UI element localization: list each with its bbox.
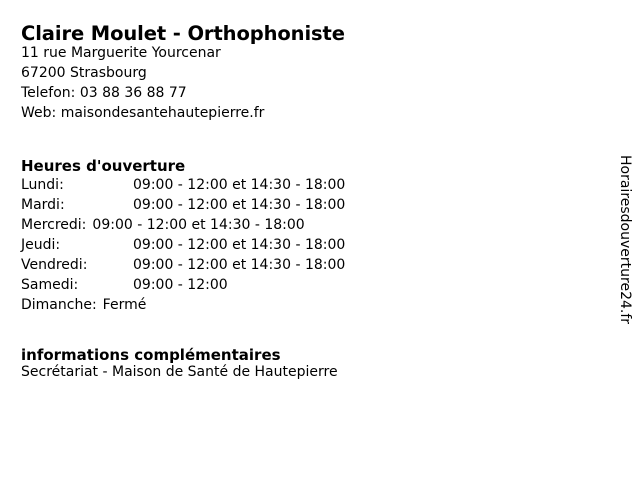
- opening-hours-table: Lundi: 09:00 - 12:00 et 14:30 - 18:00 Mar…: [21, 175, 345, 315]
- day-label: Mardi:: [21, 197, 65, 213]
- page-title: Claire Moulet - Orthophoniste: [21, 22, 345, 46]
- address-line-1: 11 rue Marguerite Yourcenar: [21, 45, 221, 61]
- opening-hours-heading: Heures d'ouverture: [21, 157, 186, 176]
- website-line: Web: maisondesantehautepierre.fr: [21, 105, 265, 121]
- table-row: Mercredi: 09:00 - 12:00 et 14:30 - 18:00: [21, 215, 345, 235]
- table-row: Mardi: 09:00 - 12:00 et 14:30 - 18:00: [21, 195, 345, 215]
- table-row: Samedi: 09:00 - 12:00: [21, 275, 345, 295]
- day-label: Vendredi:: [21, 257, 88, 273]
- day-hours-value: Fermé: [102, 297, 147, 313]
- day-hours-value: 09:00 - 12:00 et 14:30 - 18:00: [133, 257, 346, 273]
- day-label: Lundi:: [21, 177, 64, 193]
- table-row: Dimanche: Fermé: [21, 295, 345, 315]
- additional-info-heading: informations complémentaires: [21, 346, 281, 365]
- address-line-2: 67200 Strasbourg: [21, 65, 147, 81]
- day-label: Dimanche:: [21, 297, 97, 313]
- day-label: Samedi:: [21, 277, 79, 293]
- day-hours-value: 09:00 - 12:00 et 14:30 - 18:00: [133, 237, 346, 253]
- day-hours-value: 09:00 - 12:00 et 14:30 - 18:00: [92, 217, 305, 233]
- day-hours-value: 09:00 - 12:00 et 14:30 - 18:00: [133, 177, 346, 193]
- site-watermark: Horairesdouverture24.fr: [612, 0, 638, 480]
- contact-block: 11 rue Marguerite Yourcenar 67200 Strasb…: [21, 43, 264, 123]
- phone-line: Telefon: 03 88 36 88 77: [21, 85, 187, 101]
- table-row: Lundi: 09:00 - 12:00 et 14:30 - 18:00: [21, 175, 345, 195]
- day-label: Jeudi:: [21, 237, 61, 253]
- watermark-text: Horairesdouverture24.fr: [617, 155, 633, 325]
- additional-info-text: Secrétariat - Maison de Santé de Hautepi…: [21, 364, 338, 380]
- table-row: Vendredi: 09:00 - 12:00 et 14:30 - 18:00: [21, 255, 345, 275]
- table-row: Jeudi: 09:00 - 12:00 et 14:30 - 18:00: [21, 235, 345, 255]
- day-hours-value: 09:00 - 12:00: [133, 277, 228, 293]
- day-label: Mercredi:: [21, 217, 87, 233]
- day-hours-value: 09:00 - 12:00 et 14:30 - 18:00: [133, 197, 346, 213]
